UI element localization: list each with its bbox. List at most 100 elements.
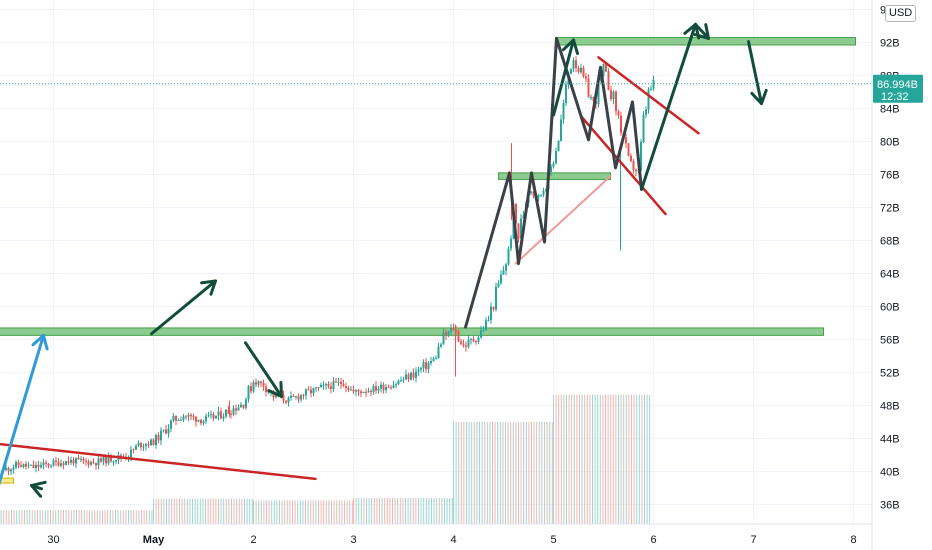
candle-body [312,388,315,394]
candle-body [625,137,627,144]
candle-body [285,400,287,403]
candle-body [487,319,490,321]
candle-body [550,166,552,172]
arrow-up-breakout[interactable] [640,22,701,191]
candle-body [650,88,652,90]
small-arrow[interactable] [30,480,47,498]
candle-body [507,248,510,265]
candle-body [340,381,342,385]
candle-body [292,395,295,397]
candle-body [477,337,480,342]
candle-body [615,91,617,112]
time-tick-label: 6 [650,534,656,546]
candle-body [440,344,442,347]
candle-body [350,389,352,391]
candle-body [505,264,507,271]
candle-body [587,78,590,98]
candle-body [247,386,250,400]
candle-body [332,381,335,390]
currency-button[interactable]: USD [885,5,917,22]
candle-body [250,386,252,392]
candle-body [452,327,455,330]
arrow-down-rejection[interactable] [747,40,768,106]
blue-arrow-up[interactable] [0,333,49,502]
candle-body [87,461,90,465]
breakout-zone[interactable] [498,172,611,180]
price-tick-label: 64B [880,269,900,281]
candle-body [562,103,565,120]
candle-body [175,415,177,421]
candle-body [557,140,560,152]
candle-body [467,339,470,347]
arrow-tail[interactable] [693,22,710,40]
arrow-down-pullback[interactable] [244,341,283,398]
candle-body [197,419,200,422]
trend-line-channel-bottom[interactable] [580,115,667,216]
candle-body [32,464,35,468]
candle-body [137,442,140,446]
candle-body [142,446,145,448]
candle-body [470,339,472,341]
candle-body [462,343,465,346]
candle-body [37,464,40,468]
candle-body [532,191,535,196]
arrow-shaft [694,22,710,40]
small-zone[interactable] [0,477,14,484]
arrow-up-target[interactable] [150,279,217,336]
candle-body [202,421,205,424]
time-tick-label: 7 [750,534,756,546]
trend-line-channel-top[interactable] [597,56,700,135]
candle-body [85,460,87,462]
candle-body [60,463,62,466]
price-tick-label: 60B [880,302,900,314]
candle-body [465,345,467,347]
trend-line-support[interactable] [514,175,612,265]
candle-body [377,388,380,391]
support-zone[interactable] [0,327,824,336]
candle-body [450,327,452,332]
candle-body [355,390,357,392]
wave-zigzag[interactable] [464,36,643,329]
price-tick-label: 56B [880,335,900,347]
candle-body [320,384,322,388]
candle-body [592,97,595,101]
candle-body [522,215,525,219]
drawings[interactable] [0,22,768,502]
candle-body [210,414,212,416]
time-tick-label: 4 [450,534,456,546]
candle-body [20,465,22,467]
candle-body [552,163,555,167]
candle-body [80,459,82,461]
arrow-up-peak[interactable] [552,38,579,117]
candle-body [220,411,222,419]
candle-body [635,169,637,172]
candle-body [640,141,642,171]
candle-body [485,320,487,331]
candle-body [245,399,247,408]
candle-body [395,384,397,386]
candle-body [65,461,67,465]
candle-body [305,389,307,396]
candle-body [230,413,232,415]
time-axis[interactable]: 30 May 2 3 4 5 6 7 8 [47,534,856,546]
candle-body [177,419,180,421]
candle-body [90,461,92,465]
candle-body [155,434,157,446]
candle-body [560,119,562,141]
support-resistance-zones[interactable] [0,37,856,484]
candle-body [297,396,300,400]
countdown-timer: 12:32 [881,91,909,103]
candle-body [572,60,575,70]
candle-body [390,387,392,389]
candle-body [472,339,475,342]
candle-body [72,459,75,464]
trend-line-lower[interactable] [0,442,317,481]
candle-body [140,442,142,448]
candle-body [70,459,72,463]
candle-body [425,362,427,370]
candle-body [35,464,37,468]
candle-body [432,358,435,362]
candle-body [200,419,202,424]
